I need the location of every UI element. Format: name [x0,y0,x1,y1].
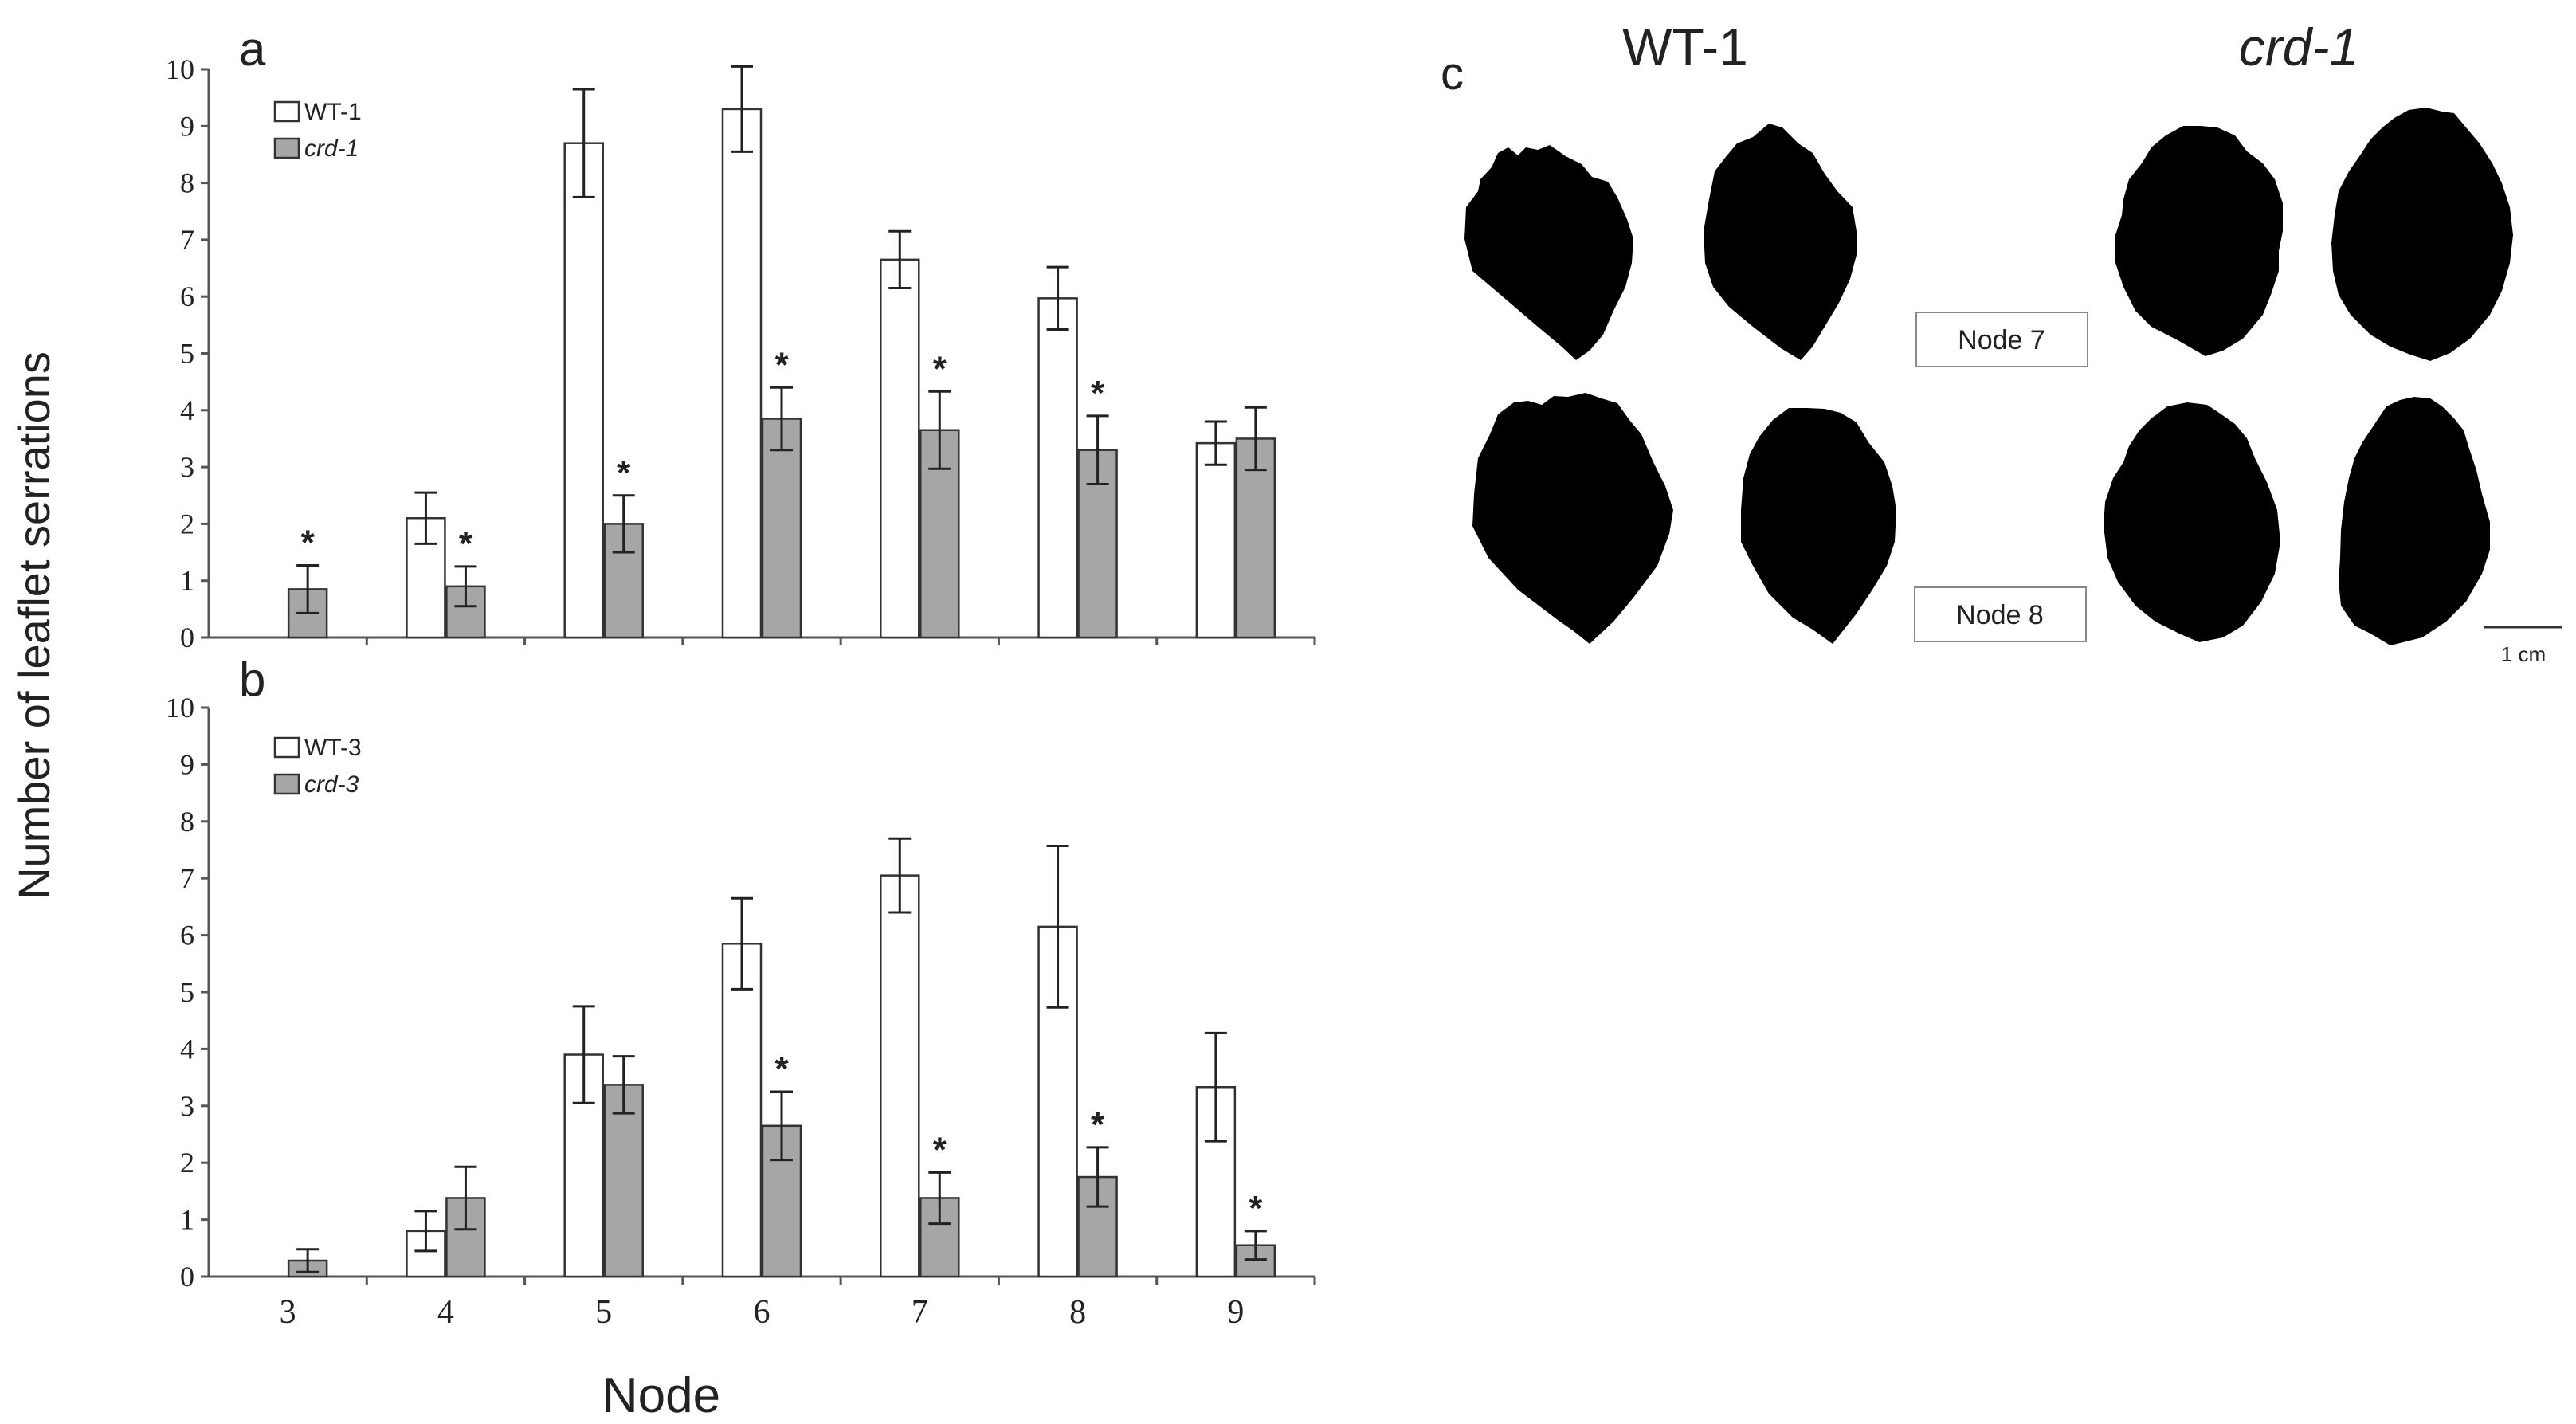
significance-star: * [459,524,473,563]
significance-star: * [301,523,316,562]
x-tick-label: 4 [437,1294,454,1331]
legend-label-mutant: crd-1 [304,135,359,162]
significance-star: * [1091,374,1105,413]
panel-a-chart: a 0 1 2 3 4 5 6 7 8 9 10 * * * * * * WT-1 crd-1 [166,22,1316,653]
significance-star: * [933,1130,947,1169]
y-tick-label: 9 [180,110,194,142]
leaf-crd-node8-right [2339,397,2490,645]
y-tick-label: 6 [180,280,194,312]
y-tick-label: 1 [180,1204,194,1236]
y-tick-label: 10 [166,692,194,724]
y-tick-label: 5 [180,338,194,370]
bar-wt [1195,441,1237,639]
legend-label-wt: WT-3 [304,735,362,761]
y-tick-label: 7 [180,862,194,894]
legend-label-mutant: crd-3 [304,771,359,798]
node8-label-box [1914,586,2087,642]
significance-star: * [774,345,789,384]
y-tick-label: 10 [166,53,194,85]
bar-mutant [1235,437,1276,639]
y-tick-label: 4 [180,1033,194,1065]
bar-wt [563,1053,604,1278]
y-tick-label: 4 [180,394,194,426]
legend-swatch-mutant [273,773,300,795]
legend-swatch-wt [273,736,300,759]
y-tick-label: 2 [180,508,194,539]
x-tick-label: 7 [912,1294,928,1331]
significance-star: * [1091,1105,1105,1144]
panel-c-leaf-silhouettes: c WT-1 crd-1 Node 7 Node 8 1 cm [1441,18,2562,666]
panel-c-label: c [1441,48,1464,100]
x-tick-label: 8 [1069,1294,1086,1331]
leaf-wt-node8-right [1741,408,1896,644]
bar-mutant [1235,1244,1276,1278]
x-tick-label: 5 [595,1294,612,1331]
bar-wt [880,258,920,639]
x-tick-label: 3 [280,1294,296,1331]
bar-wt [563,142,604,639]
y-tick-label: 2 [180,1147,194,1179]
leaf-wt-node8-left [1472,393,1673,644]
panel-b-label: b [239,653,265,706]
x-tick-label: 6 [754,1294,770,1331]
wt-column-header: WT-1 [1622,18,1748,76]
y-tick-label: 3 [180,451,194,483]
y-tick-label: 9 [180,748,194,780]
bar-wt [721,943,763,1278]
y-axis-title: Number of leaflet serrations [9,351,59,900]
significance-star: * [1249,1189,1263,1228]
panel-b-chart: b 0 1 2 3 4 5 6 7 8 9 10 3 4 5 6 * 7 * 8 * 9 * WT-3 crd-3 [166,653,1316,1331]
leaf-crd-node7-left [2115,126,2283,356]
bar-wt [721,108,763,639]
scale-bar-label: 1 cm [2501,642,2546,666]
significance-star: * [617,453,631,492]
y-tick-label: 0 [180,1261,194,1293]
y-tick-label: 3 [180,1090,194,1122]
mutant-column-header: crd-1 [2239,18,2358,76]
bar-mutant [603,1084,644,1278]
panel-a-label: a [239,22,266,76]
leaf-crd-node8-left [2104,402,2280,642]
leaf-wt-node7-right [1704,124,1857,360]
y-tick-label: 8 [180,806,194,838]
bar-wt [1195,1085,1237,1278]
bar-wt [1037,297,1078,639]
leaf-crd-node7-right [2331,108,2513,361]
legend-swatch-wt [273,100,300,123]
y-tick-label: 6 [180,920,194,951]
significance-star: * [933,349,947,388]
bar-wt [880,874,920,1278]
leaf-wt-node7-left [1464,145,1633,360]
bar-mutant [761,418,802,639]
node8-label: Node 8 [1956,600,2044,630]
significance-star: * [774,1049,789,1089]
legend-label-wt: WT-1 [304,99,362,125]
node7-label-box [1915,312,2088,367]
x-axis-title: Node [602,1368,720,1423]
y-tick-label: 8 [180,167,194,199]
y-tick-label: 5 [180,976,194,1008]
y-tick-label: 0 [180,622,194,653]
legend-swatch-mutant [273,137,300,159]
node7-label: Node 7 [1958,325,2045,355]
y-tick-label: 7 [180,224,194,256]
y-tick-label: 1 [180,565,194,597]
x-tick-label: 9 [1227,1294,1244,1331]
